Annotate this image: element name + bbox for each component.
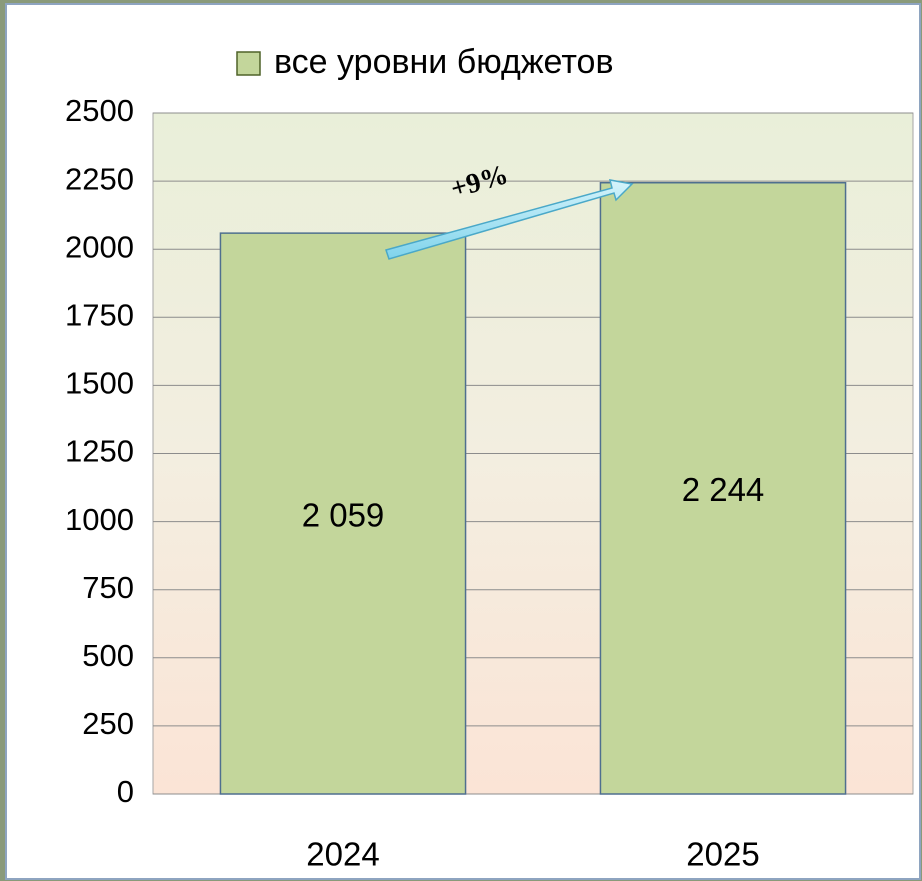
bar	[219, 232, 467, 795]
data-label: 2 244	[682, 471, 765, 508]
y-tick-label: 0	[117, 774, 134, 809]
y-tick-label: 750	[82, 570, 134, 605]
growth-arrow	[385, 179, 634, 260]
legend-swatch	[236, 51, 261, 76]
y-tick-label: 250	[82, 706, 134, 741]
y-tick-label: 500	[82, 638, 134, 673]
bar	[599, 181, 847, 795]
y-tick-label: 1750	[65, 297, 134, 332]
data-label: 2 059	[302, 496, 385, 533]
y-tick-label: 2500	[65, 93, 134, 128]
y-tick-label: 1500	[65, 366, 134, 401]
legend-label: все уровни бюджетов	[274, 43, 614, 81]
y-tick-label: 1000	[65, 502, 134, 537]
x-tick-label: 2025	[686, 836, 759, 873]
y-tick-label: 1250	[65, 434, 134, 469]
y-tick-label: 2250	[65, 161, 134, 196]
y-tick-label: 2000	[65, 229, 134, 264]
x-tick-label: 2024	[306, 836, 379, 873]
bars: 2024 2 059 2025 2 244	[219, 181, 847, 873]
